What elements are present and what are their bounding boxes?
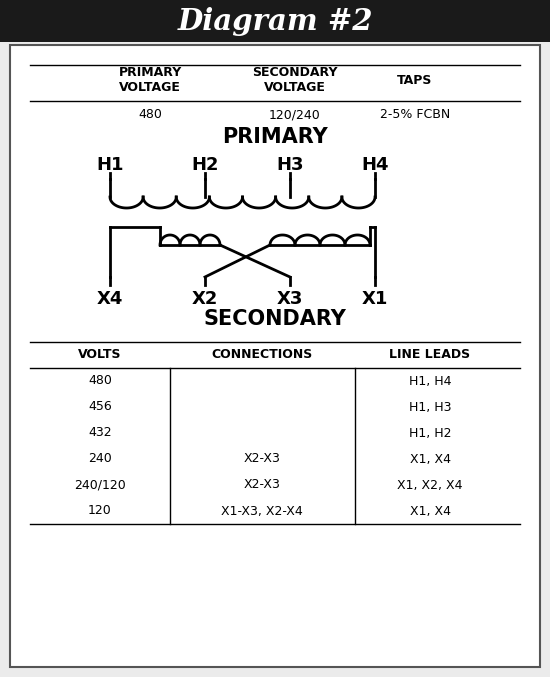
- Text: 120: 120: [88, 504, 112, 517]
- Text: 480: 480: [88, 374, 112, 387]
- Text: X2-X3: X2-X3: [244, 479, 280, 492]
- Text: H1, H4: H1, H4: [409, 374, 451, 387]
- Text: PRIMARY: PRIMARY: [222, 127, 328, 147]
- Text: X2: X2: [192, 290, 218, 308]
- Text: X1, X4: X1, X4: [410, 452, 450, 466]
- FancyBboxPatch shape: [10, 45, 540, 667]
- Text: CONNECTIONS: CONNECTIONS: [211, 349, 312, 362]
- Text: H2: H2: [191, 156, 219, 174]
- Text: 120/240: 120/240: [269, 108, 321, 121]
- Text: 480: 480: [138, 108, 162, 121]
- Text: X4: X4: [97, 290, 123, 308]
- Text: SECONDARY
VOLTAGE: SECONDARY VOLTAGE: [252, 66, 338, 94]
- Text: X1, X2, X4: X1, X2, X4: [397, 479, 463, 492]
- Text: 240/120: 240/120: [74, 479, 126, 492]
- Text: X1-X3, X2-X4: X1-X3, X2-X4: [221, 504, 303, 517]
- Text: PRIMARY
VOLTAGE: PRIMARY VOLTAGE: [118, 66, 182, 94]
- Text: SECONDARY: SECONDARY: [204, 309, 346, 329]
- Text: X1, X4: X1, X4: [410, 504, 450, 517]
- Text: 432: 432: [88, 427, 112, 439]
- Text: H1, H3: H1, H3: [409, 401, 451, 414]
- Text: LINE LEADS: LINE LEADS: [389, 349, 471, 362]
- Text: 2-5% FCBN: 2-5% FCBN: [380, 108, 450, 121]
- Text: H1: H1: [96, 156, 124, 174]
- Text: VOLTS: VOLTS: [78, 349, 122, 362]
- Text: H3: H3: [276, 156, 304, 174]
- Text: X3: X3: [277, 290, 303, 308]
- Text: H4: H4: [361, 156, 389, 174]
- Text: 240: 240: [88, 452, 112, 466]
- Text: 456: 456: [88, 401, 112, 414]
- Text: Diagram #2: Diagram #2: [177, 7, 373, 35]
- Text: X2-X3: X2-X3: [244, 452, 280, 466]
- Text: H1, H2: H1, H2: [409, 427, 451, 439]
- Text: X1: X1: [362, 290, 388, 308]
- Bar: [0, 0, 550, 42]
- Text: TAPS: TAPS: [397, 74, 433, 87]
